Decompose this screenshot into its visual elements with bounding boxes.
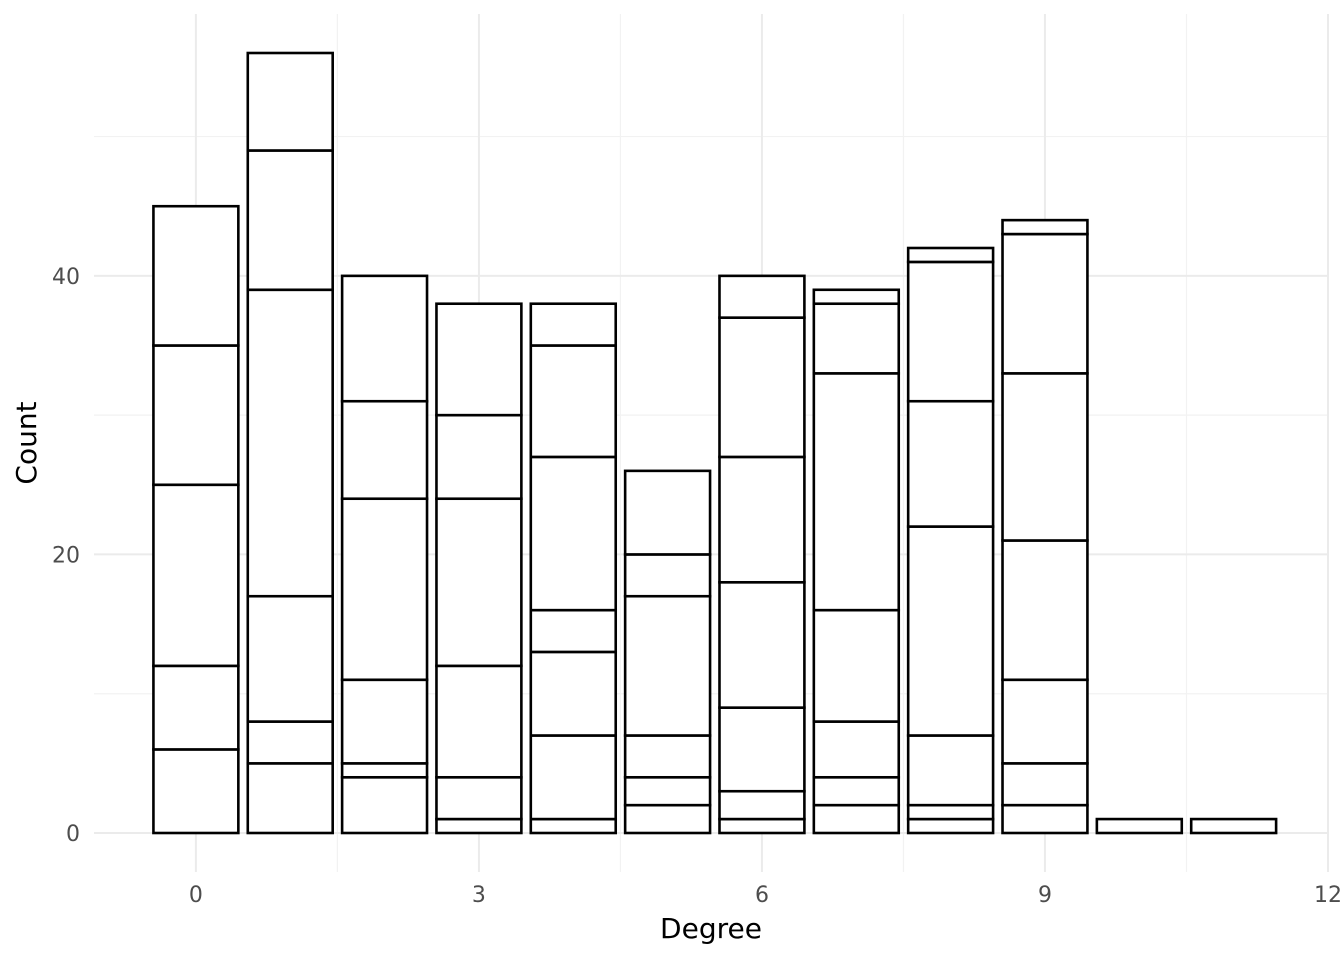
- bar-segment: [529, 344, 618, 459]
- bar-segment: [435, 497, 523, 668]
- x-tick-label: 0: [189, 883, 203, 908]
- bar-segment: [529, 455, 618, 612]
- bar-segment: [1001, 762, 1089, 807]
- bar-segment: [529, 734, 618, 821]
- bar-stack: [718, 274, 806, 835]
- bar-segment: [718, 817, 806, 835]
- x-axis-ticks: 0 3 6 9 12: [189, 883, 1342, 908]
- bar-segment: [435, 817, 523, 835]
- bar-segment: [529, 608, 618, 654]
- bar-segment: [623, 734, 712, 779]
- bar-stack: [529, 302, 618, 835]
- bar-segment: [623, 803, 712, 835]
- bar-segment: [906, 246, 995, 264]
- bar-stack: [812, 288, 901, 835]
- bar-segment: [906, 803, 995, 821]
- bar-segment: [340, 762, 429, 779]
- bar-stack: [152, 204, 240, 835]
- bar-segment: [718, 274, 806, 319]
- bar-segment: [906, 525, 995, 737]
- x-tick-label: 3: [472, 883, 486, 908]
- bar-segment: [152, 483, 240, 668]
- bar-segment: [340, 678, 429, 765]
- bar-segment: [152, 664, 240, 751]
- bar-segment: [340, 497, 429, 682]
- bar-segment: [1095, 817, 1184, 835]
- bar-segment: [435, 775, 523, 821]
- bar-segment: [812, 608, 901, 723]
- bars: [152, 51, 1278, 835]
- bar-segment: [246, 762, 334, 835]
- bar-segment: [623, 469, 712, 556]
- bar-segment: [246, 720, 334, 765]
- bar-segment: [812, 372, 901, 612]
- x-tick-label: 9: [1038, 883, 1052, 908]
- x-axis-title: Degree: [660, 912, 762, 945]
- bar-stack: [1095, 817, 1184, 835]
- bar-segment: [906, 399, 995, 528]
- y-axis-title: Count: [10, 401, 43, 484]
- bar-stack: [906, 246, 995, 835]
- bar-segment: [718, 706, 806, 793]
- bar-segment: [1189, 817, 1278, 835]
- bar-segment: [1001, 678, 1089, 765]
- y-tick-label: 0: [66, 822, 80, 847]
- bar-segment: [906, 817, 995, 835]
- bar-segment: [435, 302, 523, 417]
- bar-segment: [812, 803, 901, 835]
- bar-segment: [246, 149, 334, 292]
- bar-segment: [718, 316, 806, 459]
- bar-segment: [152, 344, 240, 487]
- y-axis-ticks: 0 20 40: [52, 265, 80, 847]
- bar-stack: [246, 51, 334, 835]
- bar-segment: [529, 817, 618, 835]
- bar-segment: [1001, 232, 1089, 375]
- bar-segment: [340, 775, 429, 835]
- y-tick-label: 40: [52, 265, 80, 290]
- bar-segment: [1001, 218, 1089, 236]
- bar-segment: [718, 789, 806, 821]
- bar-segment: [435, 413, 523, 501]
- bar-segment: [623, 775, 712, 807]
- x-tick-label: 12: [1314, 883, 1342, 908]
- bar-stack: [1001, 218, 1089, 835]
- bar-segment: [812, 288, 901, 306]
- bar-segment: [718, 455, 806, 584]
- bar-segment: [623, 553, 712, 598]
- bar-segment: [718, 580, 806, 709]
- bar-segment: [152, 204, 240, 347]
- bar-stack: [623, 469, 712, 835]
- bar-segment: [1001, 372, 1089, 542]
- bar-segment: [246, 594, 334, 723]
- y-tick-label: 20: [52, 543, 80, 568]
- bar-segment: [812, 302, 901, 375]
- bar-segment: [246, 51, 334, 152]
- bar-segment: [812, 775, 901, 807]
- bar-segment: [529, 650, 618, 737]
- bar-stack: [435, 302, 523, 835]
- bar-stack: [1189, 817, 1278, 835]
- bar-stack: [340, 274, 429, 835]
- bar-segment: [340, 399, 429, 501]
- bar-segment: [1001, 803, 1089, 835]
- bar-segment: [340, 274, 429, 403]
- bar-segment: [906, 734, 995, 807]
- bar-segment: [435, 664, 523, 779]
- bar-segment: [623, 594, 712, 737]
- bar-segment: [812, 720, 901, 779]
- bar-segment: [529, 302, 618, 347]
- bar-segment: [1001, 539, 1089, 682]
- bar-segment: [246, 288, 334, 598]
- bar-segment: [152, 748, 240, 835]
- x-tick-label: 6: [755, 883, 769, 908]
- bar-segment: [906, 260, 995, 403]
